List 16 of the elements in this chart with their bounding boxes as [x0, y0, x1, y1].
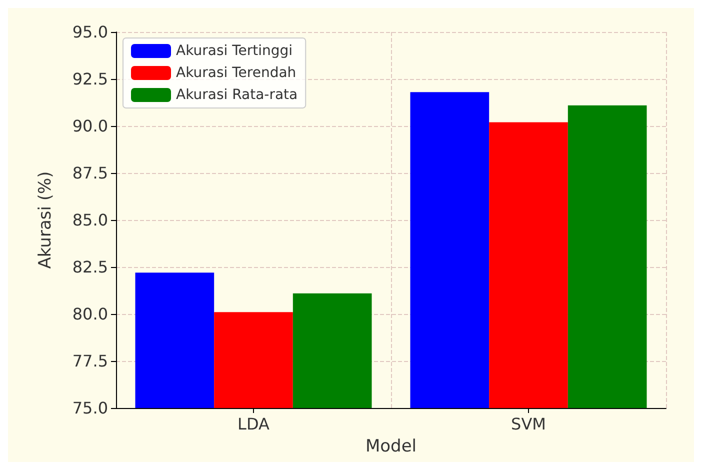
y-tick-label: 87.5 — [72, 164, 108, 182]
y-axis-title: Akurasi (%) — [36, 171, 56, 269]
legend-label: Akurasi Rata-rata — [176, 87, 298, 103]
x-tick-label: LDA — [238, 414, 270, 434]
y-tick-label: 75.0 — [72, 398, 108, 418]
y-tick-label: 85.0 — [72, 210, 108, 230]
y-tick-label: 90.0 — [72, 116, 108, 136]
x-axis-title: Model — [365, 436, 417, 456]
y-tick-label: 80.0 — [72, 304, 108, 324]
y-tick-label: 82.5 — [72, 258, 108, 276]
legend-label: Akurasi Terendah — [176, 65, 296, 81]
y-tick-label: 95.0 — [72, 22, 108, 42]
x-tick-label: SVM — [511, 414, 546, 434]
legend-label: Akurasi Tertinggi — [176, 43, 293, 59]
y-tick-label: 77.5 — [72, 352, 108, 370]
y-tick-label: 92.5 — [72, 70, 108, 88]
